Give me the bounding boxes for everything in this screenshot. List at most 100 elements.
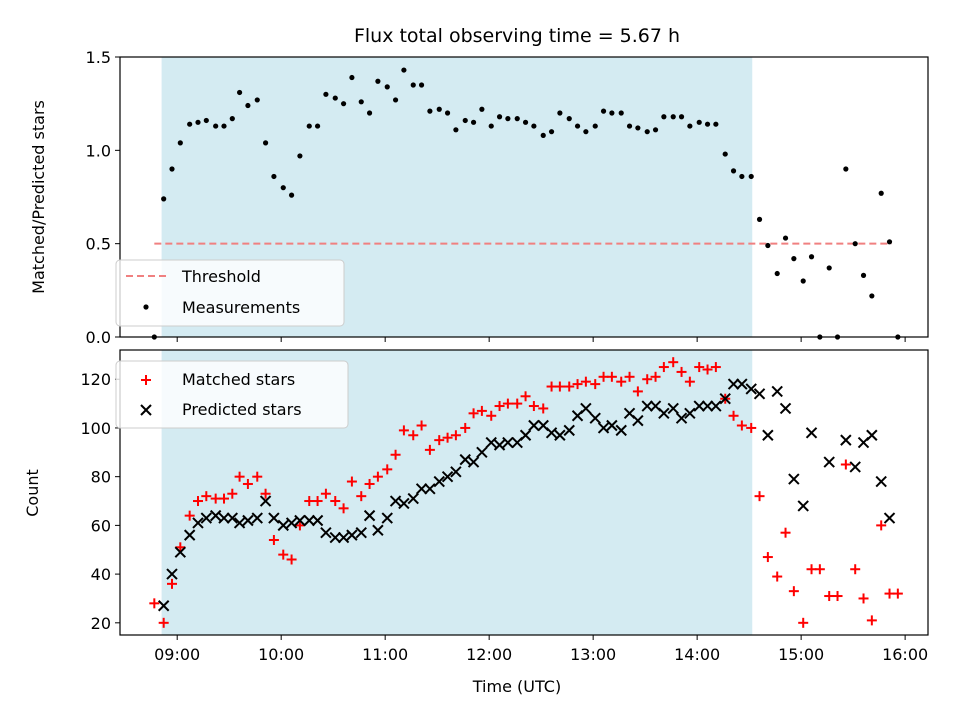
predicted-point [597,422,610,434]
predicted-point-b [589,412,601,424]
predicted-point-b [675,412,688,424]
predicted-point [771,385,783,398]
predicted-point [372,524,384,536]
predicted-point [762,429,774,441]
measurement-point [236,89,243,96]
measurement-point [713,121,719,127]
measurement-point [314,123,321,129]
predicted-point [745,383,757,395]
predicted-point-b [745,383,757,395]
predicted-point [407,492,419,505]
predicted-point-b [200,512,213,524]
matched-point [460,422,471,433]
predicted-point [727,378,740,390]
matched-point [158,617,169,628]
matched-point [382,464,393,475]
legend-matched-swatch [141,375,151,385]
x-tick-label: 14:00 [674,645,720,664]
bottom-y-tick-label: 20 [91,614,111,633]
measurement-point [600,108,607,114]
matched-point [356,491,367,502]
legend-x-mark-b [140,404,152,416]
predicted-point-b [424,483,436,495]
measurement-point [800,278,806,284]
predicted-point-b [485,436,497,449]
predicted-point [753,388,766,400]
measurement-point [306,123,312,129]
predicted-point-b [866,429,878,441]
predicted-point-b [632,414,644,427]
measurement-point [635,125,641,131]
legend-measurements-swatch [143,304,149,310]
matched-point [788,586,799,597]
predicted-point [823,456,835,468]
predicted-point [242,514,254,527]
measurement-point [869,293,875,299]
predicted-point [563,424,575,437]
measurement-point [592,123,598,129]
matched-point [416,420,427,431]
predicted-point-b [736,378,748,390]
matched-point [166,578,177,589]
matched-point [572,379,583,390]
predicted-point-b [719,393,731,405]
predicted-point-b [684,407,696,420]
measurement-point [878,190,884,196]
predicted-point-b [563,424,575,437]
predicted-point-b [459,453,471,466]
matched-point [424,444,435,455]
matched-point [876,520,887,531]
measurement-point [548,129,555,135]
predicted-point [467,456,480,468]
predicted-point-b [381,512,393,524]
predicted-point-b [771,385,783,398]
x-tick-label: 15:00 [778,645,824,664]
measurement-point [436,106,442,112]
matched-point [494,401,505,412]
predicted-point [805,427,818,439]
matched-point [149,598,160,609]
measurement-point [262,140,269,146]
predicted-point-b [883,512,896,524]
matched-point [840,459,851,470]
top-y-tick-label: 1.0 [86,141,111,160]
predicted-point [502,436,514,449]
measurement-point [687,123,693,129]
predicted-point [329,531,341,544]
measurement-point [540,132,546,138]
predicted-point [788,473,800,485]
matched-point [476,405,487,416]
predicted-point [433,475,445,488]
predicted-point [710,400,722,412]
measurement-point [704,121,711,127]
measurement-point [271,173,277,180]
measurement-point [626,123,633,129]
predicted-point-b [277,519,289,532]
predicted-point-b [762,429,774,441]
matched-point [814,564,825,575]
predicted-point-b [502,436,514,449]
predicted-point [183,529,196,541]
measurement-point [644,129,650,135]
matched-point [624,371,635,382]
predicted-point [701,400,714,412]
predicted-point-b [415,483,428,495]
predicted-point-b [840,434,852,446]
predicted-point-b [701,400,714,412]
matched-point [650,371,661,382]
legend-threshold-label: Threshold [181,267,261,286]
predicted-point [736,378,748,390]
measurement-point [280,185,286,191]
measurement-point [332,95,338,101]
matched-point [442,432,453,443]
predicted-point [580,402,592,415]
x-tick-label: 09:00 [154,645,200,664]
predicted-point [493,439,506,451]
predicted-point [320,526,332,539]
matched-point [486,410,497,421]
legend-predicted-swatch [140,404,152,416]
predicted-point-b [303,514,315,527]
x-tick-label: 16:00 [882,645,928,664]
measurement-point [661,114,667,120]
bottom-y-tick-label: 100 [80,419,111,438]
